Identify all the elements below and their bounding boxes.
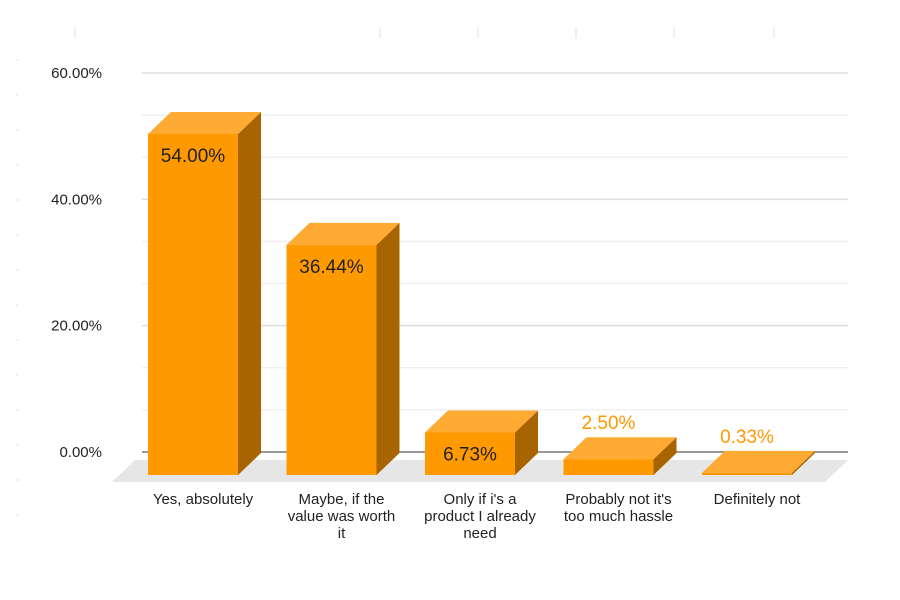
x-tick-label: need: [463, 525, 496, 542]
x-tick-label: product I already: [424, 508, 536, 525]
bar-front-face: [286, 244, 377, 475]
y-tick-label: 0.00%: [59, 444, 102, 461]
bar: [425, 410, 538, 475]
x-tick-label: Definitely not: [714, 491, 802, 508]
data-label: 6.73%: [443, 445, 497, 466]
bar: [286, 222, 400, 475]
bar-front-face: [148, 134, 238, 475]
bar-side-face: [515, 410, 538, 475]
y-tick-label: 20.00%: [51, 318, 102, 335]
x-tick-label: it: [338, 525, 346, 542]
bar-front-face: [425, 432, 515, 475]
x-tick-label: Only if i's a: [444, 491, 518, 508]
bar-top-face: [563, 437, 677, 460]
bars: [148, 112, 815, 475]
bar: [702, 450, 815, 475]
data-label: 54.00%: [161, 146, 226, 167]
bar-top-face: [702, 450, 815, 473]
bar-side-face: [792, 450, 815, 475]
bar-top-face: [148, 112, 261, 134]
bar-side-face: [376, 222, 400, 475]
data-label: 2.50%: [582, 413, 636, 434]
data-labels: 54.00% 36.44% 6.73% 2.50% 0.33%: [161, 146, 774, 466]
bar-front-face: [563, 459, 654, 475]
bar-side-face: [238, 112, 261, 475]
bar-front-face: [702, 472, 792, 475]
x-tick-label: Yes, absolutely: [153, 491, 254, 508]
bar-side-face: [653, 437, 677, 475]
data-label: 0.33%: [720, 427, 774, 448]
y-tick-label: 40.00%: [51, 191, 102, 208]
x-tick-label: too much hassle: [564, 508, 673, 525]
x-tick-label: value was worth: [288, 508, 396, 525]
y-tick-label: 60.00%: [51, 65, 102, 82]
bar: [148, 112, 261, 475]
x-tick-label: Probably not it's: [565, 491, 671, 508]
bar-top-face: [425, 410, 538, 433]
bar-top-face: [286, 222, 400, 245]
data-label: 36.44%: [299, 257, 364, 278]
x-tick-label: Maybe, if the: [299, 491, 385, 508]
y-axis-tick-labels: 0.00% 20.00% 40.00% 60.00%: [51, 65, 102, 461]
bar: [563, 437, 677, 475]
